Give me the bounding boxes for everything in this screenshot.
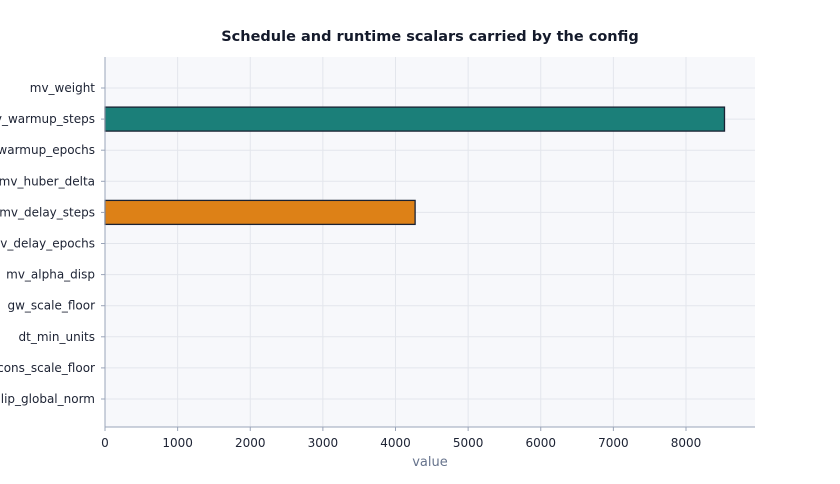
y-tick-label: clip_global_norm	[0, 392, 95, 406]
x-tick-label: 2000	[235, 436, 266, 450]
x-tick-label: 4000	[380, 436, 411, 450]
chart-title: Schedule and runtime scalars carried by …	[221, 29, 639, 45]
y-tick-label: mv_huber_delta	[0, 174, 95, 188]
y-tick-label: mv_alpha_disp	[6, 268, 95, 282]
y-tick-label: gw_scale_floor	[7, 299, 95, 313]
x-tick-label: 7000	[598, 436, 629, 450]
y-tick-label: mv_warmup_epochs	[0, 143, 95, 157]
bar-mv-delay-steps	[104, 199, 416, 226]
x-tick-label: 5000	[453, 436, 484, 450]
x-tick-label: 3000	[308, 436, 339, 450]
y-tick-label: mv_delay_epochs	[0, 237, 95, 251]
x-tick-label: 8000	[671, 436, 702, 450]
x-tick-label: 0	[101, 436, 109, 450]
y-tick-label: mv_delay_steps	[0, 205, 95, 219]
x-tick-label: 6000	[525, 436, 556, 450]
y-tick-label: mv_weight	[30, 81, 96, 95]
bar-mv-warmup-steps	[104, 106, 726, 132]
y-tick-label: mv_warmup_steps	[0, 112, 95, 126]
x-axis-ticks: 0 1000 2000 3000 4000 5000 6000 7000 8000	[101, 427, 701, 450]
x-axis-label: value	[412, 455, 448, 470]
x-tick-label: 1000	[162, 436, 193, 450]
y-tick-label: dt_min_units	[19, 330, 95, 344]
y-axis-ticks: mv_weight mv_warmup_steps mv_warmup_epochs…	[0, 81, 105, 406]
y-tick-label: cons_scale_floor	[0, 361, 95, 375]
bars	[104, 106, 726, 226]
